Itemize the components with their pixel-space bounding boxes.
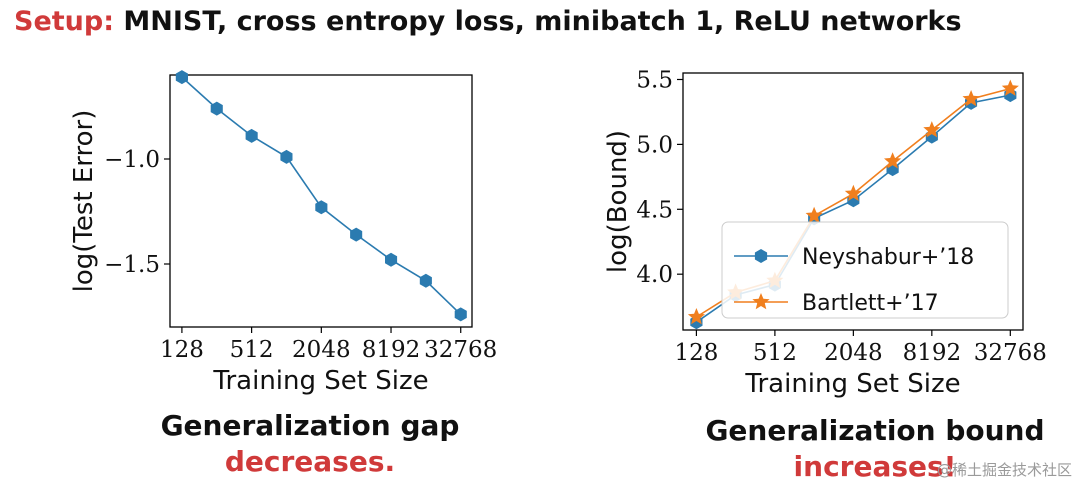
series-1 [175, 70, 467, 322]
data-point [315, 200, 328, 215]
bound-chart: 128 512 2048 8192 32768 4.0 4.5 5.0 5.5 Training … [603, 67, 1047, 399]
data-point [1001, 79, 1019, 96]
left-caption-line1: Generalization gap [160, 409, 460, 442]
y-tick-label: −1.0 [104, 147, 160, 173]
legend-marker [754, 249, 768, 263]
x-tick-label: 32768 [974, 340, 1047, 366]
data-point [844, 184, 862, 201]
right-caption: Generalization bound increases! [700, 413, 1050, 485]
watermark-text: @稀土掘金技术社区 [936, 461, 1072, 479]
legend-box [721, 221, 1009, 319]
data-point [884, 152, 902, 169]
data-point [962, 90, 980, 107]
y-axis-label: log(Bound) [603, 130, 633, 273]
data-point [210, 101, 223, 116]
left-caption: Generalization gap decreases. [150, 408, 470, 480]
data-point [419, 273, 432, 288]
y-axis-label: log(Test Error) [69, 110, 99, 293]
data-point [923, 121, 941, 138]
left-caption-line2: decreases. [224, 445, 396, 478]
data-point [245, 128, 258, 143]
y-tick-label: 4.5 [636, 197, 673, 223]
x-axis-label: Training Set Size [744, 369, 960, 399]
data-point [175, 70, 188, 85]
y-tick-label: 5.5 [636, 67, 673, 93]
legend-label: Neyshabur+’18 [802, 245, 974, 270]
x-tick-label: 8192 [362, 337, 421, 363]
y-tick-label: 4.0 [636, 262, 673, 288]
setup-text: MNIST, cross entropy loss, minibatch 1, … [123, 6, 962, 37]
x-tick-label: 32768 [424, 337, 497, 363]
right-caption-line2: increases! [793, 450, 957, 483]
legend: Neyshabur+’18 Bartlett+’17 [721, 221, 1009, 319]
data-point [687, 308, 705, 325]
legend-label: Bartlett+’17 [802, 291, 939, 316]
x-tick-label: 128 [160, 337, 204, 363]
data-point [454, 307, 467, 322]
x-tick-label: 512 [753, 340, 797, 366]
y-tick-label: 5.0 [636, 132, 673, 158]
data-point [385, 252, 398, 267]
x-tick-label: 512 [230, 337, 274, 363]
x-tick-label: 128 [674, 340, 718, 366]
legend-marker [752, 293, 770, 310]
right-caption-line1: Generalization bound [705, 414, 1045, 447]
slide-header: Setup: MNIST, cross entropy loss, miniba… [14, 6, 962, 37]
y-tick-label: −1.5 [104, 252, 160, 278]
data-point [280, 149, 293, 164]
setup-label: Setup: [14, 6, 115, 37]
data-point [350, 227, 363, 242]
test-error-chart: 128 512 2048 8192 32768 −1.0 −1.5 Training Set … [69, 70, 497, 396]
x-tick-label: 8192 [903, 340, 962, 366]
x-axis-label: Training Set Size [212, 366, 428, 396]
x-tick-label: 2048 [292, 337, 351, 363]
data-point [805, 206, 823, 224]
x-tick-label: 2048 [824, 340, 883, 366]
